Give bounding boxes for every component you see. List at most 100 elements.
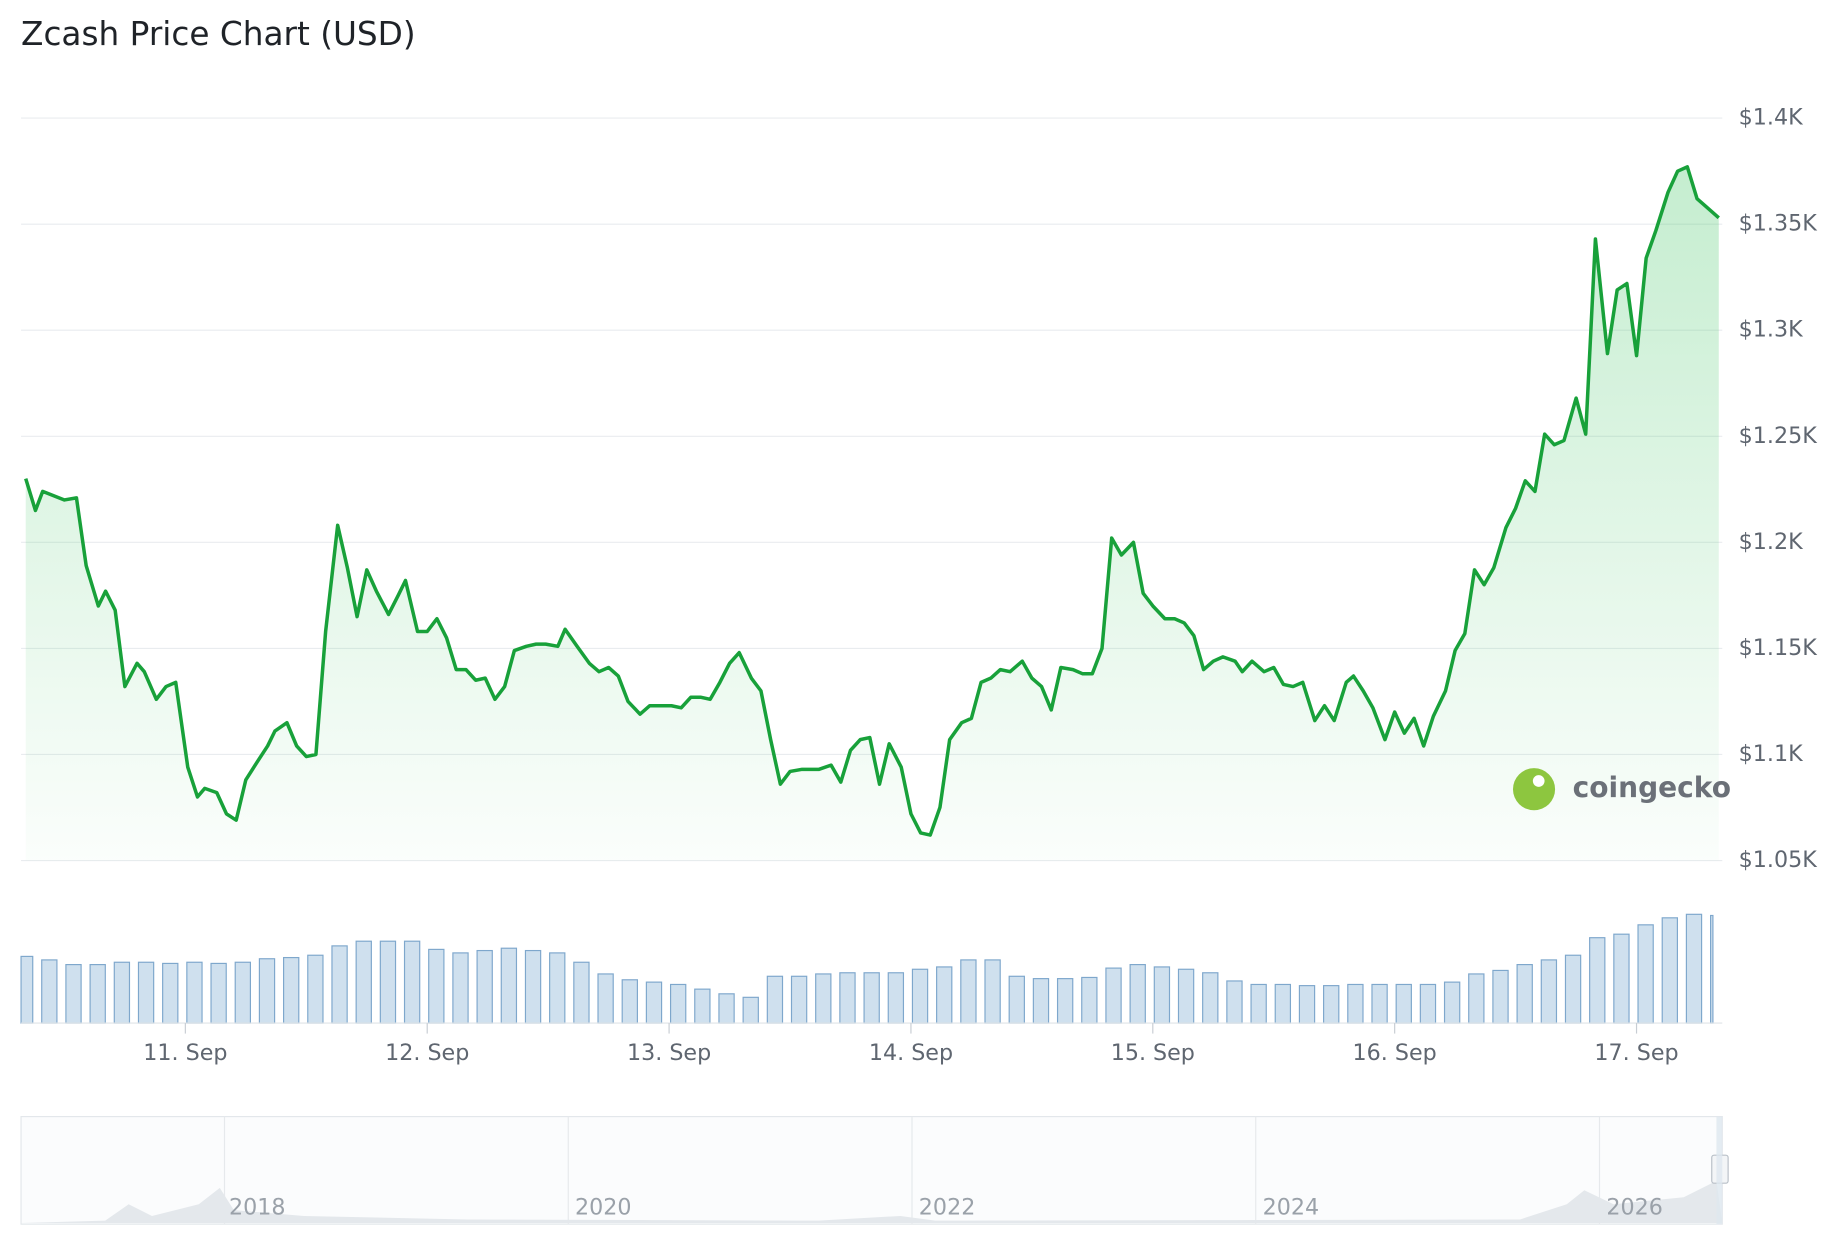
volume-bar: [597, 973, 614, 1024]
volume-bar: [1685, 913, 1703, 1024]
volume-bar: [137, 961, 155, 1024]
volume-bar: [1395, 983, 1412, 1024]
y-tick-label: $1.05K: [1739, 847, 1819, 873]
volume-bar: [1008, 975, 1025, 1024]
volume-bar: [41, 959, 58, 1024]
volume-bar: [621, 979, 638, 1024]
navigator-area: [21, 1180, 1723, 1223]
volume-bar: [1661, 917, 1678, 1024]
watermark: coingecko: [1512, 768, 1731, 811]
volume-bar: [1419, 983, 1437, 1024]
volume-bar: [1347, 983, 1364, 1024]
volume-bar: [1710, 914, 1714, 1024]
volume-bar: [1056, 978, 1074, 1024]
volume-bar: [307, 954, 324, 1024]
volume-bar: [1468, 973, 1485, 1024]
volume-bar: [1032, 978, 1050, 1024]
volume-bar: [1250, 983, 1267, 1024]
navigator-label: 2026: [1606, 1194, 1663, 1220]
volume-bar: [355, 940, 372, 1024]
watermark-text: coingecko: [1573, 771, 1731, 804]
volume-bar: [984, 959, 1001, 1024]
navigator-label: 2024: [1263, 1194, 1320, 1220]
volume-bar: [1516, 964, 1533, 1024]
volume-bar: [1298, 985, 1316, 1024]
volume-bar: [1492, 969, 1509, 1024]
y-tick-label: $1.4K: [1739, 105, 1804, 131]
volume-bar: [790, 975, 808, 1024]
volume-bar: [694, 988, 711, 1024]
volume-bar: [162, 962, 179, 1024]
x-tick-label: 14. Sep: [869, 1040, 953, 1066]
volume-bar: [186, 961, 203, 1024]
y-tick-label: $1.3K: [1739, 317, 1804, 343]
volume-bar: [1564, 954, 1582, 1024]
volume-bar: [500, 947, 518, 1024]
volume-bar: [1274, 983, 1292, 1024]
volume-bar: [911, 968, 929, 1024]
navigator-label: 2018: [229, 1194, 286, 1220]
volume-bar: [283, 956, 300, 1024]
volume-bar: [65, 964, 82, 1024]
volume-bar: [815, 973, 832, 1024]
volume-bar: [476, 949, 493, 1024]
volume-bar: [742, 996, 759, 1024]
volume-bar: [210, 962, 227, 1024]
volume-bar: [20, 955, 34, 1024]
chart-title: Zcash Price Chart (USD): [21, 15, 416, 53]
volume-bar: [863, 972, 880, 1024]
x-tick-label: 13. Sep: [627, 1040, 711, 1066]
watermark-logo: [1512, 768, 1556, 811]
volume-bar: [1443, 981, 1461, 1024]
volume-bar: [1540, 959, 1558, 1024]
volume-bar: [573, 961, 590, 1024]
watermark-logo-eye: [1532, 775, 1545, 787]
navigator-label: 2020: [575, 1194, 632, 1220]
y-tick-label: $1.2K: [1739, 529, 1804, 555]
volume-bar: [1105, 967, 1122, 1024]
volume-bar: [549, 952, 566, 1024]
y-tick-label: $1.15K: [1739, 635, 1819, 661]
volume-bar: [1129, 964, 1146, 1024]
y-tick-label: $1.1K: [1739, 741, 1804, 767]
volume-bar: [1613, 933, 1630, 1024]
x-tick-label: 11. Sep: [143, 1040, 227, 1066]
x-tick-label: 16. Sep: [1353, 1040, 1437, 1066]
volume-bar: [379, 940, 397, 1024]
volume-bar: [1226, 980, 1243, 1024]
volume-bar: [1081, 976, 1098, 1024]
volume-bar: [331, 945, 348, 1024]
volume-bar: [960, 959, 977, 1024]
y-tick-label: $1.25K: [1739, 423, 1819, 449]
navigator: [20, 1115, 1723, 1225]
x-tick-label: 12. Sep: [385, 1040, 469, 1066]
volume-bar: [669, 983, 687, 1024]
volume-bar: [234, 961, 252, 1024]
x-tick-label: 17. Sep: [1594, 1040, 1678, 1066]
volume-bar: [645, 981, 663, 1024]
x-tick-label: 15. Sep: [1111, 1040, 1195, 1066]
volume-bar: [1589, 937, 1606, 1024]
volume-bar: [1637, 924, 1654, 1024]
volume-bar: [524, 949, 542, 1024]
volume-bar: [887, 972, 905, 1024]
price-line: [24, 165, 1720, 837]
volume-bar: [428, 948, 445, 1024]
volume-bar: [1202, 972, 1219, 1024]
volume-bar: [89, 964, 106, 1024]
navigator-label: 2022: [919, 1194, 976, 1220]
volume-bar: [452, 952, 469, 1024]
volume-bar: [839, 972, 856, 1024]
volume-bar: [936, 966, 953, 1024]
volume-bar: [718, 993, 735, 1024]
y-tick-label: $1.35K: [1739, 211, 1819, 237]
volume-bar: [403, 940, 421, 1024]
volume-bar: [1371, 983, 1388, 1024]
volume-bar: [1323, 985, 1340, 1024]
navigator-window[interactable]: [1716, 1116, 1723, 1225]
volume-bar: [766, 975, 784, 1024]
volume-bar: [258, 958, 276, 1024]
volume-bar: [1153, 966, 1171, 1024]
